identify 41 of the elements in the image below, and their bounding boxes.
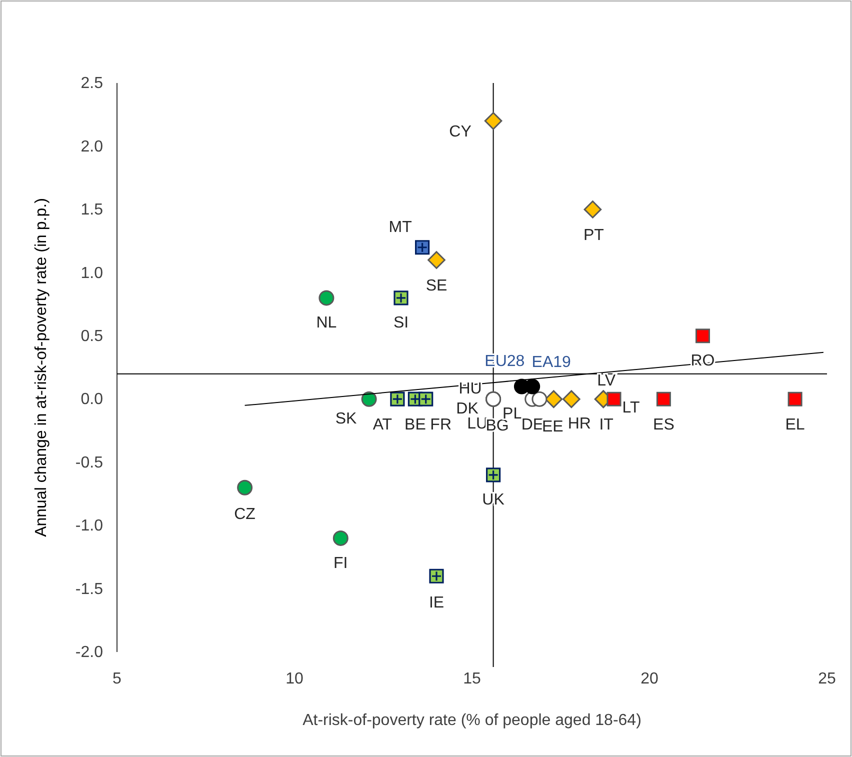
- annotation: SI: [393, 314, 409, 332]
- y-tick-label: -0.5: [75, 454, 104, 472]
- annotation: HR: [568, 416, 591, 433]
- annotation: DK: [456, 400, 479, 418]
- y-tick-label: 2.0: [80, 138, 104, 156]
- annotation: NL: [316, 314, 337, 332]
- annotation: EE: [542, 418, 564, 436]
- y-tick-label: 0.5: [80, 328, 104, 346]
- y-tick-label: -1.5: [75, 580, 104, 598]
- y-axis-title: Annual change in at-risk-of-poverty rate (in p.p.): [33, 198, 50, 537]
- x-tick-label: 25: [818, 670, 836, 688]
- annotation: LT: [622, 400, 640, 417]
- annotation: CZ: [234, 506, 256, 524]
- annotation: DE: [521, 416, 544, 434]
- y-tick-label: 2.5: [80, 75, 104, 92]
- annotation: EL: [785, 416, 805, 434]
- annotation: BE: [404, 416, 426, 434]
- x-tick-label: 10: [286, 670, 304, 688]
- annotation: PT: [583, 227, 604, 244]
- annotation: ES: [653, 416, 674, 434]
- y-tick-label: 1.0: [80, 264, 104, 282]
- annotation: IE: [428, 594, 444, 612]
- annotation: FI: [334, 554, 348, 572]
- x-tick-label: 20: [640, 670, 658, 688]
- annotation: MT: [388, 218, 412, 236]
- annotation: HU: [458, 380, 482, 398]
- y-tick-label: -1.0: [75, 518, 104, 535]
- annotation: LV: [597, 372, 616, 390]
- x-tick-label: 15: [463, 670, 481, 688]
- y-tick-label: 1.5: [80, 202, 104, 219]
- y-tick-label: 0.0: [80, 391, 104, 408]
- annotation: IT: [599, 416, 614, 434]
- y-tick-label: -2.0: [75, 644, 104, 662]
- x-axis-title: At-risk-of-poverty rate (% of people aged 18-64): [302, 712, 642, 729]
- annotation: SK: [335, 410, 358, 428]
- annotation: CY: [449, 124, 472, 141]
- x-tick-label: 5: [112, 670, 122, 688]
- annotation: SE: [426, 278, 448, 295]
- annotation: EA19: [532, 354, 572, 372]
- annotation: AT: [372, 416, 392, 434]
- annotation: FR: [430, 416, 452, 434]
